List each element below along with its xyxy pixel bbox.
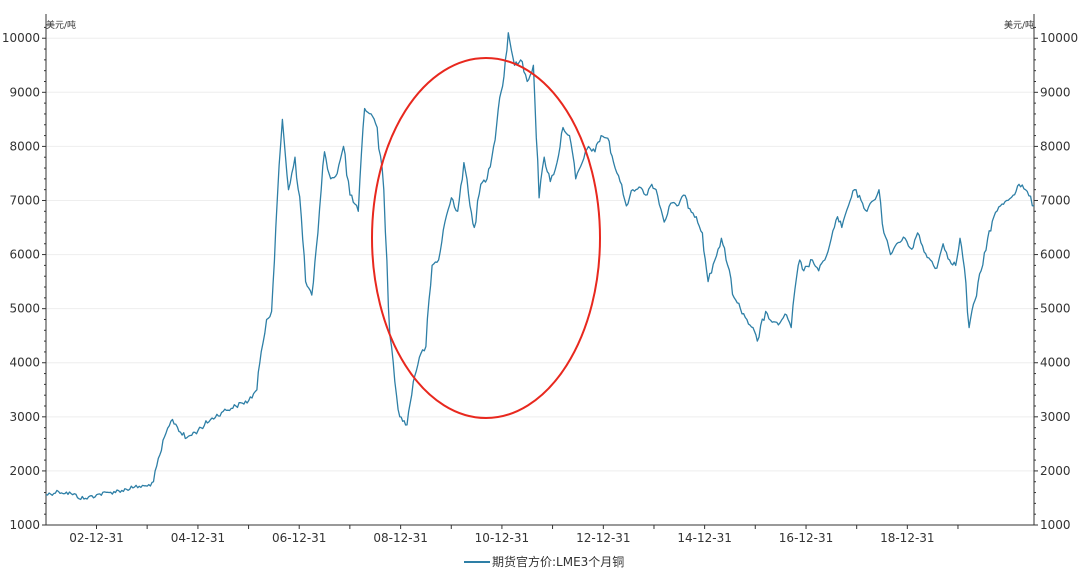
- x-tick-label: 04-12-31: [171, 531, 225, 545]
- highlight-circle-annotation: [371, 57, 601, 419]
- y-tick-label-right: 9000: [1040, 85, 1071, 99]
- right-y-axis: 1000 2000 3000 4000 5000 6000 7000 8000 9000 1000…: [1034, 26, 1078, 532]
- y-tick-label-right: 7000: [1040, 193, 1071, 207]
- right-y-unit-label: 美元/吨: [1004, 19, 1034, 31]
- y-tick-label: 4000: [9, 356, 40, 370]
- x-tick-label: 08-12-31: [373, 531, 427, 545]
- y-tick-label-right: 1000: [1040, 518, 1071, 532]
- y-tick-label: 5000: [9, 302, 40, 316]
- x-tick-label: 18-12-31: [880, 531, 934, 545]
- y-tick-label-right: 5000: [1040, 302, 1071, 316]
- y-tick-label-right: 10000: [1040, 31, 1078, 45]
- y-tick-label: 6000: [9, 248, 40, 262]
- x-tick-label: 12-12-31: [576, 531, 630, 545]
- x-tick-label: 14-12-31: [677, 531, 731, 545]
- grid-lines: [46, 37, 1034, 472]
- series-line: [45, 32, 1035, 501]
- y-tick-label: 3000: [9, 410, 40, 424]
- legend-label: 期货官方价:LME3个月铜: [492, 554, 624, 569]
- y-tick-label: 9000: [9, 85, 40, 99]
- axes: [45, 14, 1035, 526]
- x-tick-label: 06-12-31: [272, 531, 326, 545]
- x-axis: 02-12-31 04-12-31 06-12-31 08-12-31 10-12-31…: [69, 525, 959, 545]
- y-tick-label-right: 6000: [1040, 248, 1071, 262]
- y-tick-label: 10000: [2, 31, 40, 45]
- y-tick-label: 2000: [9, 464, 40, 478]
- x-tick-label: 16-12-31: [779, 531, 833, 545]
- y-tick-label: 8000: [9, 139, 40, 153]
- y-tick-label-right: 2000: [1040, 464, 1071, 478]
- y-tick-label: 1000: [9, 518, 40, 532]
- y-tick-label-right: 8000: [1040, 139, 1071, 153]
- x-tick-label: 02-12-31: [69, 531, 123, 545]
- left-y-axis: 1000 2000 3000 4000 5000 6000 7000 8000 9000 1000…: [2, 26, 46, 532]
- left-y-unit-label: 美元/吨: [46, 19, 76, 31]
- legend: 期货官方价:LME3个月铜: [464, 554, 624, 569]
- x-tick-label: 10-12-31: [475, 531, 529, 545]
- y-tick-label-right: 4000: [1040, 356, 1071, 370]
- y-tick-label-right: 3000: [1040, 410, 1071, 424]
- y-tick-label: 7000: [9, 193, 40, 207]
- series-layer: [45, 32, 1035, 501]
